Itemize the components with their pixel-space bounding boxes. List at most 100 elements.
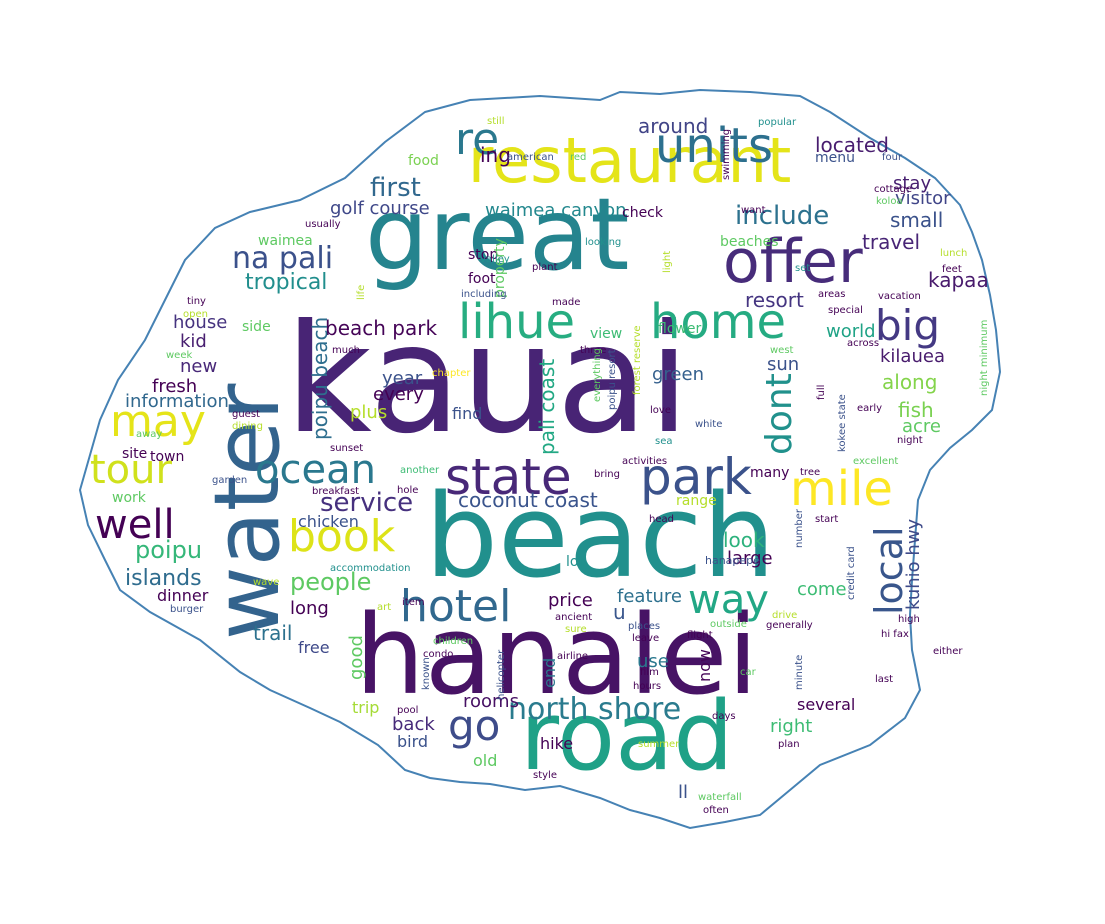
word-bring: bring: [594, 469, 620, 480]
word-burger: burger: [170, 604, 204, 615]
word-beaches: beaches: [720, 234, 779, 250]
word-town: town: [150, 449, 185, 465]
word-trip: trip: [352, 698, 380, 717]
word-include: include: [735, 201, 830, 231]
word-another: another: [400, 465, 440, 476]
word-sun: sun: [767, 354, 800, 375]
word-condo: condo: [423, 649, 454, 660]
word-pool: pool: [397, 705, 419, 716]
word-wave: wave: [253, 577, 280, 588]
word-sea: sea: [655, 436, 673, 447]
word-light: light: [662, 250, 673, 273]
word-waimea-canyon: waimea canyon: [485, 200, 627, 221]
word-good: good: [346, 635, 367, 680]
word-kid: kid: [180, 331, 207, 352]
word-airline: airline: [557, 651, 589, 662]
word-known: known: [421, 657, 432, 690]
word-everything: everything: [592, 348, 603, 402]
word-west: west: [770, 345, 794, 356]
word-last: last: [875, 674, 894, 685]
word-waimea: waimea: [258, 233, 313, 249]
word-night: night: [897, 435, 923, 446]
word-koloa: koloa: [876, 196, 903, 207]
word-around: around: [638, 114, 709, 138]
word-either: either: [933, 646, 963, 657]
word-cottage: cottage: [874, 184, 913, 195]
word-three: three: [580, 345, 607, 356]
word-hours: hours: [633, 681, 662, 692]
word-fish: fish: [898, 398, 934, 422]
word-view: view: [590, 326, 623, 342]
word-drive: drive: [772, 610, 798, 621]
word-summer: summer: [638, 739, 680, 750]
word-use: use: [637, 651, 669, 672]
word-kuhio-hwy: kuhio hwy: [903, 518, 924, 610]
word-car: car: [740, 667, 756, 678]
word-world: world: [826, 321, 876, 342]
word-green: green: [652, 364, 704, 385]
word-white: white: [695, 419, 723, 430]
word-ancient: ancient: [555, 612, 593, 623]
word-visitor: visitor: [895, 188, 951, 209]
word-sunset: sunset: [330, 443, 364, 454]
word-way: way: [688, 577, 769, 623]
word-rooms: rooms: [463, 691, 519, 712]
word-ocean: ocean: [255, 447, 376, 493]
word-still: still: [487, 116, 505, 127]
word-hanapepe: hanapepe: [705, 554, 760, 567]
word-dinner: dinner: [157, 586, 209, 605]
word-days: days: [712, 711, 736, 722]
word-places: places: [628, 621, 661, 632]
word-accommodation: accommodation: [330, 563, 411, 574]
word-islands: islands: [125, 566, 202, 591]
word-poipu-resort: poipu resort: [607, 349, 618, 410]
word-road: road: [520, 682, 734, 792]
word-long: long: [290, 598, 329, 619]
word-price: price: [548, 590, 593, 611]
word-poipu: poipu: [135, 536, 203, 564]
word-u: u: [613, 600, 626, 624]
word-stop: stop: [468, 247, 499, 263]
word-tree: tree: [800, 467, 821, 478]
word-plant: plant: [532, 262, 558, 273]
word-mile: mile: [790, 461, 893, 517]
word-menu: menu: [815, 150, 855, 166]
word-coconut-coast: coconut coast: [458, 488, 598, 512]
word-service: service: [320, 488, 414, 518]
word-year: year: [382, 368, 423, 389]
word-dont: dont: [759, 373, 800, 455]
word-poipu-beach: poipu beach: [308, 316, 332, 440]
word-park: park: [640, 448, 752, 506]
word-ll: ll: [678, 782, 689, 803]
word-credit-card: credit card: [846, 546, 857, 600]
word-american: american: [507, 152, 554, 163]
word-feature: feature: [617, 586, 682, 607]
word-generally: generally: [766, 620, 813, 631]
word-tour: tour: [90, 447, 172, 493]
word-now: now: [695, 648, 714, 682]
word-plan: plan: [778, 739, 800, 750]
word-units: units: [655, 118, 774, 174]
word-range: range: [676, 493, 717, 509]
word-back: back: [392, 714, 435, 735]
word-areas: areas: [818, 289, 846, 300]
word-many: many: [750, 465, 790, 481]
word-side: side: [242, 319, 271, 335]
word-outside: outside: [710, 619, 747, 630]
word-ing: ing: [480, 143, 511, 167]
word-made: made: [552, 297, 581, 308]
word-leave: leave: [632, 633, 660, 644]
word-swimming: swimming: [721, 128, 732, 180]
word-state: state: [445, 448, 572, 506]
word-end: end: [540, 657, 559, 688]
word-large: large: [727, 548, 773, 569]
word-item: item: [402, 597, 425, 608]
word-waterfall: waterfall: [698, 792, 742, 803]
word-golf-course: golf course: [330, 198, 430, 219]
word-check: check: [622, 205, 663, 221]
word-look: look: [723, 528, 765, 552]
word-kilauea: kilauea: [880, 346, 945, 367]
word-lot: lot: [566, 554, 584, 570]
word-looking: looking: [585, 237, 622, 248]
word-across: across: [847, 338, 880, 349]
